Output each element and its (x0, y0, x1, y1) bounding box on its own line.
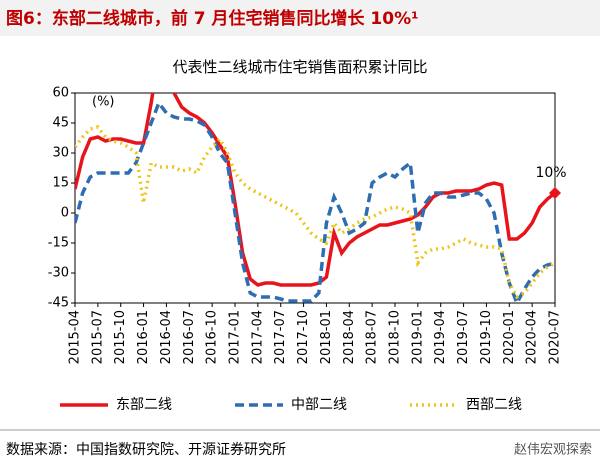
x-tick-label: 2016-01 (136, 310, 151, 364)
chart-title: 代表性二线城市住宅销售面积累计同比 (172, 58, 427, 76)
y-unit: (%) (92, 95, 115, 110)
x-tick-label: 2015-07 (90, 310, 105, 364)
x-tick-label: 2020-04 (525, 310, 540, 364)
x-tick-label: 2020-01 (502, 310, 517, 364)
x-tick-label: 2017-07 (273, 310, 288, 364)
x-tick-label: 2018-01 (319, 310, 334, 364)
x-tick-label: 2016-07 (182, 310, 197, 364)
y-tick-label: -45 (48, 296, 69, 311)
watermark: 赵伟宏观探索 (514, 443, 592, 458)
y-tick-label: 60 (52, 86, 69, 101)
x-tick-label: 2018-07 (365, 310, 380, 364)
x-tick-label: 2018-10 (388, 310, 403, 364)
series-line (75, 93, 557, 287)
x-tick-label: 2019-01 (410, 310, 425, 364)
x-tick-label: 2016-10 (205, 310, 220, 364)
x-tick-label: 2016-04 (159, 310, 174, 364)
end-marker (549, 187, 561, 199)
y-tick-label: -15 (48, 236, 69, 251)
x-tick-label: 2015-10 (113, 310, 128, 364)
series-line (75, 125, 556, 300)
x-tick-label: 2020-07 (548, 310, 563, 364)
y-tick-label: 0 (61, 206, 69, 221)
annotation: 10% (535, 165, 566, 181)
legend-label: 中部二线 (291, 397, 347, 413)
x-tick-label: 2015-04 (68, 310, 83, 364)
x-tick-label: 2018-04 (342, 310, 357, 364)
y-tick-label: 15 (52, 176, 69, 191)
series-line (75, 99, 556, 303)
source: 数据来源：中国指数研究院、开源证券研究所 (6, 442, 286, 458)
x-tick-label: 2019-04 (433, 310, 448, 364)
header-band (0, 0, 600, 36)
plot-area (75, 93, 557, 303)
x-tick-label: 2017-01 (228, 310, 243, 364)
y-tick-label: 45 (52, 116, 69, 131)
x-tick-label: 2017-04 (250, 310, 265, 364)
y-tick-label: -30 (48, 266, 69, 281)
x-tick-label: 2017-10 (296, 310, 311, 364)
legend-label: 东部二线 (116, 397, 172, 413)
legend-label: 西部二线 (466, 397, 522, 413)
x-tick-label: 2019-07 (456, 310, 471, 364)
x-tick-label: 2019-10 (479, 310, 494, 364)
y-tick-label: 30 (52, 146, 69, 161)
header: 图6：东部二线城市，前 7 月住宅销售同比增长 10%¹ (6, 8, 419, 29)
